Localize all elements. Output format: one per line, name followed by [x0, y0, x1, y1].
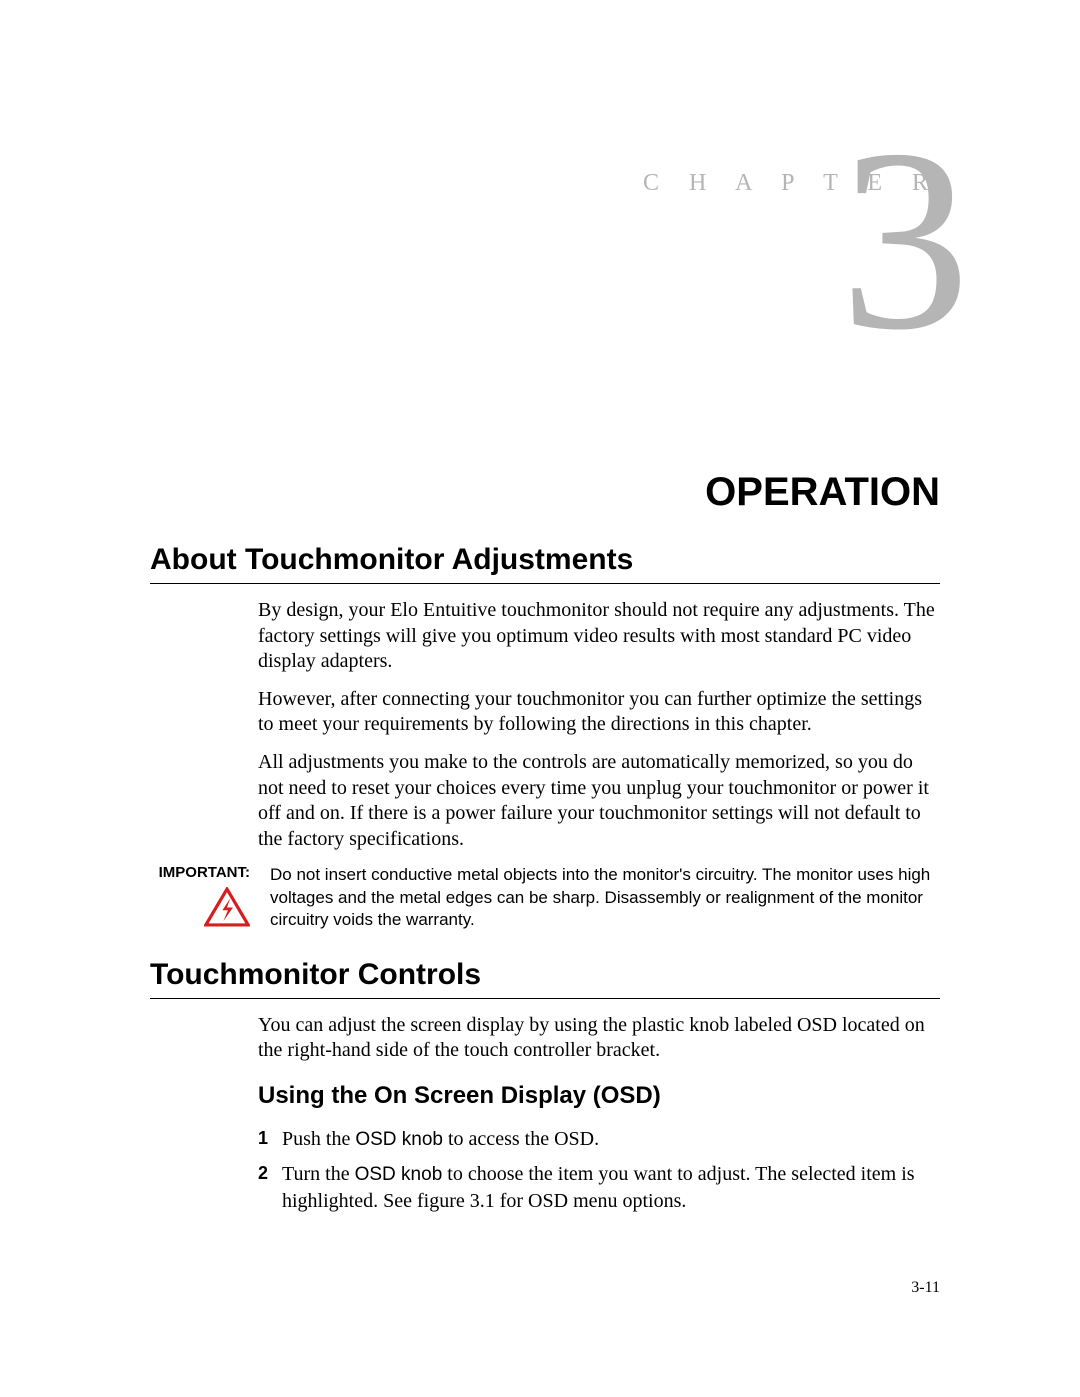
osd-knob-term-2: OSD knob	[355, 1164, 443, 1185]
osd-step-1: Push the OSD knob to access the OSD.	[258, 1126, 940, 1153]
chapter-title: OPERATION	[150, 470, 940, 515]
important-left-column: IMPORTANT:	[150, 864, 258, 927]
adjustments-p1: By design, your Elo Entuitive touchmonit…	[258, 598, 940, 675]
electrical-warning-icon	[204, 887, 250, 927]
page-number: 3-11	[911, 1279, 940, 1297]
step1-post: to access the OSD.	[443, 1128, 599, 1150]
important-text: Do not insert conductive metal objects i…	[270, 864, 940, 931]
step2-pre: Turn the	[282, 1163, 355, 1185]
adjustments-p2: However, after connecting your touchmoni…	[258, 687, 940, 738]
important-note: IMPORTANT: Do not insert conductive meta…	[150, 864, 940, 931]
adjustments-body: By design, your Elo Entuitive touchmonit…	[258, 598, 940, 852]
page-content: C H A P T E R 3 OPERATION About Touchmon…	[150, 0, 940, 1397]
adjustments-p3: All adjustments you make to the controls…	[258, 750, 940, 852]
osd-step-2: Turn the OSD knob to choose the item you…	[258, 1161, 940, 1215]
controls-p1: You can adjust the screen display by usi…	[258, 1013, 940, 1064]
chapter-number: 3	[840, 110, 970, 370]
chapter-header: C H A P T E R 3	[150, 130, 940, 470]
osd-steps-list: Push the OSD knob to access the OSD. Tur…	[258, 1126, 940, 1215]
controls-body: You can adjust the screen display by usi…	[258, 1013, 940, 1110]
osd-knob-term-1: OSD knob	[355, 1129, 443, 1150]
section-heading-controls: Touchmonitor Controls	[150, 958, 940, 999]
important-label: IMPORTANT:	[150, 864, 250, 881]
step1-pre: Push the	[282, 1128, 355, 1150]
section-heading-adjustments: About Touchmonitor Adjustments	[150, 543, 940, 584]
subsection-heading-osd: Using the On Screen Display (OSD)	[258, 1082, 940, 1110]
